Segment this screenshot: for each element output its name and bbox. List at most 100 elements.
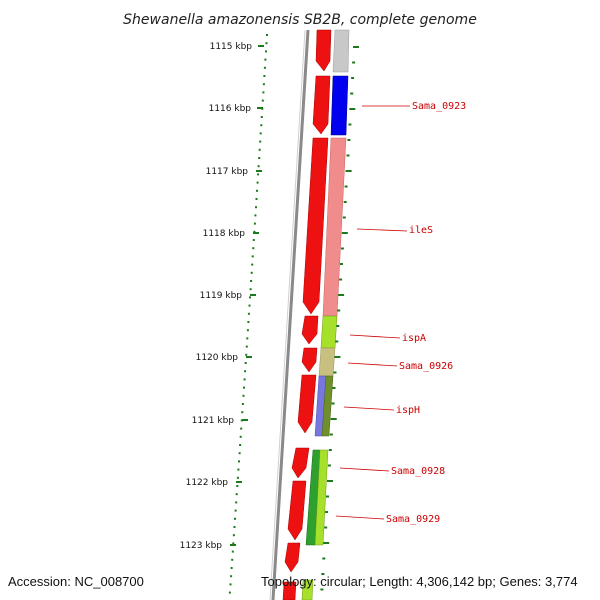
ruler-dot [233, 526, 236, 528]
map-title: Shewanella amazonensis SB2B, complete ge… [123, 12, 477, 28]
ruler-dot [258, 157, 261, 159]
ruler-dot [247, 312, 250, 315]
ruler-dot [261, 99, 264, 102]
genome-backbone-highlight [269, 29, 306, 600]
ruler-dot [246, 337, 249, 340]
feature-block-grey [332, 29, 350, 73]
ruler-dot [247, 321, 250, 323]
gene-label: Sama_0928 [391, 466, 445, 477]
ruler-dot [238, 452, 241, 455]
accession-text: Accession: NC_008700 [8, 574, 144, 589]
gene-arrow-forward [301, 315, 319, 345]
kbp-label: 1121 kbp [192, 416, 235, 426]
scale-kbp: 1115 kbp 1116 kbp 1117 kbp 1118 kbp 1119… [180, 42, 264, 551]
gene-label: Sama_0923 [412, 101, 466, 112]
ruler-dot [262, 91, 265, 94]
ruler-dot [246, 329, 249, 332]
ruler-dot [266, 34, 268, 36]
ruler-dot [243, 386, 245, 389]
gene-arrow-forward [284, 542, 301, 573]
gene-arrow-forward [301, 347, 318, 373]
gene-arrow-forward [312, 75, 331, 135]
ruler-dot [255, 198, 258, 200]
gene-arrow-forward [291, 447, 310, 479]
gene-arrow-forward [315, 29, 332, 72]
ruler-dot [251, 263, 254, 266]
ruler-dot [253, 222, 256, 225]
ruler-dot [263, 75, 266, 77]
ruler-dot [256, 189, 258, 192]
kbp-label: 1122 kbp [186, 478, 229, 488]
ruler-dot [248, 304, 251, 307]
ruler-dot [265, 42, 268, 45]
ruler-dot [260, 124, 263, 127]
callout-line [343, 406, 395, 411]
ruler-dot [244, 362, 247, 364]
ruler-dot [255, 206, 257, 209]
callout-line [335, 515, 385, 520]
ruler-dot [258, 148, 261, 151]
gene-callouts: Sama_0923 ileS ispA Sama_0926 ispH Sama_… [335, 101, 466, 525]
gene-label: Sama_0929 [386, 514, 440, 525]
ruler-dot [254, 214, 257, 217]
ruler-dot [262, 83, 265, 86]
ruler-dot [240, 427, 243, 430]
feature-block-khaki [318, 347, 336, 377]
ruler-dot [245, 353, 248, 356]
ruler-dot [256, 181, 259, 184]
kbp-label: 1119 kbp [200, 291, 243, 301]
gene-label: ileS [409, 225, 433, 236]
ruler-dot [252, 239, 255, 241]
ruler-dot [234, 509, 237, 512]
ruler-dot [257, 165, 260, 168]
ruler-dot [239, 435, 242, 438]
ruler-dot [236, 485, 239, 487]
ruler-dot [241, 411, 244, 414]
gene-label: Sama_0926 [399, 361, 453, 372]
kbp-label: 1123 kbp [180, 541, 223, 551]
gene-label: ispA [402, 333, 426, 344]
ruler-dot [249, 296, 251, 299]
cds-feature-track [301, 29, 350, 600]
gene-arrow-forward [302, 137, 329, 315]
ruler-dot [238, 460, 240, 463]
gene-arrow-forward [287, 480, 307, 541]
callout-line [347, 362, 398, 367]
ruler-dot [263, 66, 266, 69]
forward-strand [282, 29, 332, 600]
ruler-dot [251, 255, 254, 258]
ruler-dot [232, 542, 235, 545]
ruler-dot [232, 534, 235, 537]
ruler-dot [259, 132, 262, 135]
ruler-dot [259, 140, 262, 143]
ruler-dot [242, 394, 245, 397]
ruler-dot [230, 567, 233, 569]
inner-ruler [320, 46, 359, 591]
ruler-dot [243, 378, 246, 381]
ruler-dot [239, 444, 242, 446]
ruler-dot [250, 280, 253, 282]
ruler-dot [250, 271, 253, 274]
gene-label: ispH [396, 405, 420, 416]
ruler-dot [253, 230, 256, 233]
ruler-dot [231, 550, 234, 553]
ruler-dot [231, 558, 234, 561]
kbp-label: 1116 kbp [209, 104, 252, 114]
ruler-dot [260, 116, 263, 118]
feature-block-light-green [320, 315, 338, 349]
ruler-dot [229, 583, 232, 586]
feature-block-olive [321, 375, 334, 437]
feature-block-light-green [314, 449, 329, 546]
kbp-label: 1120 kbp [196, 353, 239, 363]
genome-summary-text: Topology: circular; Length: 4,306,142 bp… [261, 574, 578, 589]
kbp-label: 1117 kbp [206, 167, 249, 177]
ruler-dot [235, 501, 238, 504]
ruler-dot [241, 403, 244, 405]
ruler-dot [236, 476, 239, 479]
callout-line [356, 228, 408, 232]
callout-line [339, 467, 390, 472]
ruler-dot [244, 370, 247, 373]
ruler-dot [234, 517, 236, 520]
callout-line [349, 334, 401, 339]
